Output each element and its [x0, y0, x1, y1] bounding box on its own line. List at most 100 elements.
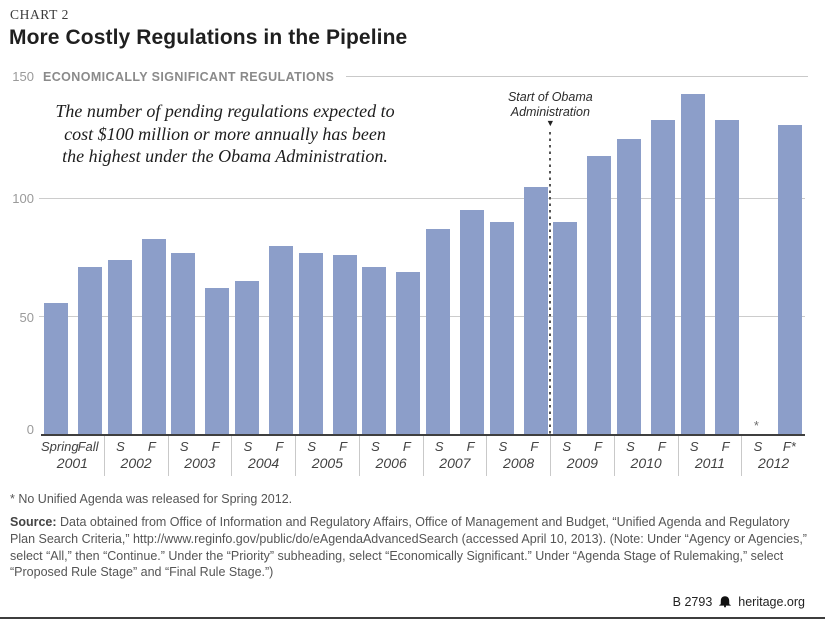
year-group-2011 [678, 80, 742, 435]
bottom-border [0, 617, 825, 619]
season-label: F [721, 439, 730, 454]
x-label-2012: S F* 2012 [741, 436, 805, 476]
year-group-2004 [232, 80, 296, 435]
season-label: S [753, 439, 763, 454]
year-label: 2012 [758, 455, 790, 471]
down-arrow-icon: ▼ [545, 118, 555, 128]
source-body: Data obtained from Office of Information… [10, 515, 807, 580]
bar-S-2011 [680, 94, 705, 435]
y-tick-100: 100 [12, 191, 34, 206]
chart-annotation: The number of pending regulations expect… [55, 101, 395, 167]
year-label: 2010 [630, 455, 662, 471]
season-label: F [339, 439, 348, 454]
obama-marker-dotted-line [549, 132, 552, 434]
missing-bar-asterisk: * [753, 418, 759, 433]
obama-marker-label: Start of Obama Administration [507, 90, 593, 119]
season-label: F [402, 439, 411, 454]
bar-S-2004 [235, 281, 260, 435]
bar-Spring-2001 [44, 302, 68, 435]
report-id: B 2793 [672, 595, 713, 609]
x-label-2005: S F 2005 [295, 436, 359, 476]
page-title: More Costly Regulations in the Pipeline [9, 26, 408, 49]
year-group-2010 [614, 80, 678, 435]
year-label: 2002 [120, 455, 152, 471]
year-label: 2011 [694, 455, 725, 471]
season-label: F [530, 439, 539, 454]
bar-F-2006 [396, 271, 421, 435]
bar-S-2006 [362, 267, 387, 435]
y-tick-0: 0 [26, 422, 34, 437]
x-label-2002: S F 2002 [103, 436, 168, 476]
year-label: 2005 [311, 455, 343, 471]
bar-S-2007 [426, 229, 451, 435]
season-label: S [689, 439, 699, 454]
source-label: Source: [10, 515, 57, 529]
season-label: S [307, 439, 317, 454]
bar-F-2003 [205, 288, 230, 435]
season-label: S [116, 439, 125, 454]
year-label: 2006 [375, 455, 407, 471]
bar-F-2005 [332, 255, 357, 435]
season-label: F [275, 439, 284, 454]
x-label-2003: S F 2003 [167, 436, 232, 476]
year-group-2006 [359, 80, 423, 435]
season-label: S [371, 439, 380, 454]
bar-F-2002 [141, 238, 166, 435]
season-label: F [211, 439, 220, 454]
year-group-2005 [296, 80, 360, 435]
season-label: F [466, 439, 475, 454]
y-tick-150: 150 [12, 69, 34, 84]
x-label-2006: S F 2006 [358, 436, 423, 476]
bar-Fall-2001 [78, 267, 102, 435]
year-group-2001 [41, 80, 105, 435]
bar-F-2004 [269, 245, 294, 435]
heritage-bell-icon [719, 595, 732, 607]
season-label: F [594, 439, 603, 454]
gridline-150 [346, 76, 808, 77]
year-group-2007 [423, 80, 487, 435]
x-label-2011: S F 2011 [677, 436, 742, 476]
season-label: F [147, 439, 156, 454]
x-axis-baseline [41, 434, 805, 436]
y-tick-50: 50 [19, 310, 34, 325]
season-label: F* [782, 439, 796, 454]
chart-kicker: CHART 2 [10, 7, 70, 22]
series-label: ECONOMICALLY SIGNIFICANT REGULATIONS [43, 69, 335, 84]
season-label: Spring [41, 439, 79, 454]
year-label: 2008 [503, 455, 535, 471]
season-label: F [657, 439, 666, 454]
season-label: S [498, 439, 508, 454]
year-group-2012: * [741, 80, 805, 435]
year-group-2003 [168, 80, 232, 435]
bar-F-2011 [714, 120, 739, 435]
bar-F-2012 [778, 125, 803, 435]
x-label-2010: S F 2010 [613, 436, 678, 476]
season-label: S [243, 439, 253, 454]
season-label: Fall [77, 439, 99, 454]
bar-S-2005 [298, 252, 323, 435]
year-label: 2001 [56, 455, 88, 471]
year-label: 2007 [439, 455, 471, 471]
bar-S-2003 [171, 252, 196, 435]
season-label: S [434, 439, 444, 454]
year-label: 2004 [248, 455, 280, 471]
year-label: 2009 [566, 455, 598, 471]
credit-line: B 2793 heritage.org [673, 595, 805, 609]
bar-F-2008 [523, 186, 548, 435]
bar-F-2010 [651, 120, 676, 435]
bar-S-2008 [489, 222, 514, 435]
bar-F-2009 [587, 155, 612, 435]
bar-S-2002 [107, 259, 132, 435]
bar-plot-area: * [41, 80, 805, 435]
bar-S-2009 [553, 222, 578, 435]
x-label-2008: S F 2008 [486, 436, 550, 476]
site-name: heritage.org [738, 595, 805, 609]
season-label: S [179, 439, 189, 454]
x-label-2009: S F 2009 [550, 436, 614, 476]
source-text: Source: Data obtained from Office of Inf… [10, 514, 818, 581]
footnote: * No Unified Agenda was released for Spr… [10, 492, 293, 506]
gridline-50 [39, 316, 805, 317]
season-label: S [562, 439, 572, 454]
y-axis-top-row: 150 ECONOMICALLY SIGNIFICANT REGULATIONS [10, 69, 808, 84]
